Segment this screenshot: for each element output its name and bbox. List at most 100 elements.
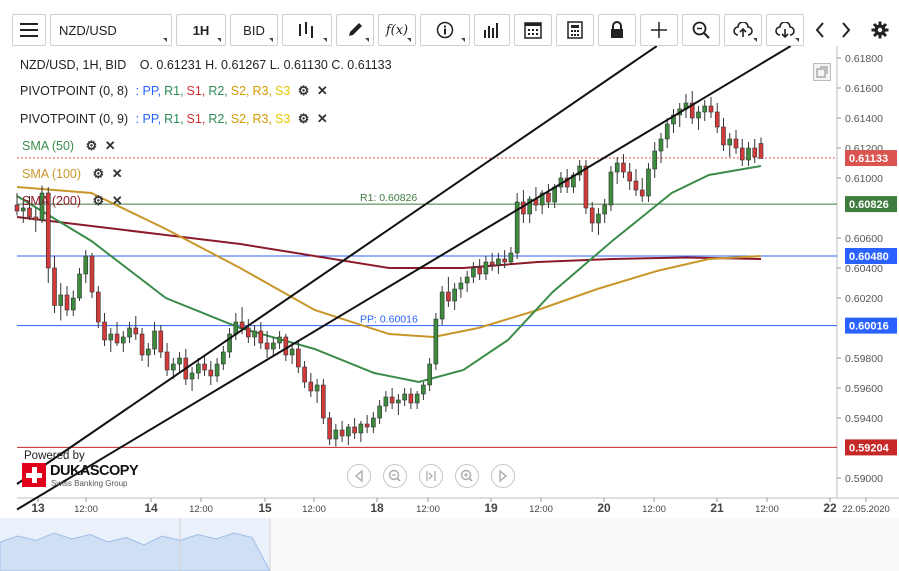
trend-channel-line (16, 46, 658, 485)
menu-button[interactable] (12, 14, 46, 46)
nav-zoom-in-button[interactable] (455, 464, 479, 488)
upload-button[interactable] (724, 14, 762, 46)
candle-body (614, 162, 620, 173)
info-button[interactable] (420, 14, 470, 46)
sma-100-gear-icon[interactable]: ⚙ (92, 166, 105, 181)
nav-back-button[interactable] (347, 464, 371, 488)
candle-body (89, 255, 95, 293)
toolbar: NZD/USD 1H BID f(x) (0, 0, 899, 46)
candle-body (721, 126, 726, 146)
x-tick-label: 12:00 (529, 504, 553, 515)
candle-body (758, 143, 764, 159)
pivot-1-gear-icon[interactable]: ⚙ (297, 83, 310, 98)
pivot-level-label: R3, (252, 84, 272, 98)
chevron-down-icon (163, 38, 167, 42)
lock-icon (611, 21, 623, 38)
legend-sma-200: SMA (200) ⚙ ✕ (22, 193, 123, 209)
y-tick-label: 0.59000 (845, 473, 883, 485)
pivot-1-close-icon[interactable]: ✕ (316, 83, 328, 98)
legend-header: NZD/USD, 1H, BID O. 0.61231 H. 0.61267 L… (20, 58, 392, 72)
candle-body (33, 216, 39, 221)
pivot-level-label: PP: 0.60016 (360, 314, 418, 326)
pivot-1-levels: : PP, R1, S1, R2, S2, R3, S3 (132, 84, 291, 98)
candle-body (196, 363, 201, 374)
price-chart[interactable]: 0.618000.616000.614000.612000.610000.606… (0, 46, 899, 571)
sma-50-gear-icon[interactable]: ⚙ (85, 138, 98, 153)
indicators-button[interactable]: f(x) (378, 14, 416, 46)
navigator-area (0, 532, 271, 571)
calendar-icon (524, 22, 542, 39)
sma-200-gear-icon[interactable]: ⚙ (92, 193, 105, 208)
nav-reset-button[interactable] (419, 464, 443, 488)
sma-100-close-icon[interactable]: ✕ (111, 166, 123, 181)
candle-body (752, 147, 758, 158)
crosshair-button[interactable] (640, 14, 678, 46)
pivot-2-gear-icon[interactable]: ⚙ (297, 111, 310, 126)
candle-body (133, 327, 139, 335)
last-price-tag-background (845, 150, 897, 167)
logo-name: DUKASCOPY (50, 463, 139, 479)
candle-body (477, 267, 482, 275)
legend-sma-100: SMA (100) ⚙ ✕ (22, 166, 123, 182)
candle-body (77, 273, 82, 299)
candle-body (502, 258, 507, 263)
timeframe-selector[interactable]: 1H (176, 14, 226, 46)
legend-ohlc: O. 0.61231 H. 0.61267 L. 0.61130 C. 0.61… (139, 58, 392, 72)
chevron-down-icon (795, 38, 799, 42)
zoom-in-icon (460, 469, 473, 482)
settings-button[interactable] (866, 14, 894, 46)
candle-body (739, 147, 745, 161)
pivot-2-close-icon[interactable]: ✕ (316, 111, 328, 126)
download-button[interactable] (766, 14, 804, 46)
pivot-level-label: R1: 0.60826 (360, 192, 417, 204)
candle-body (458, 282, 464, 290)
calendar-button[interactable] (514, 14, 552, 46)
lock-button[interactable] (598, 14, 636, 46)
volume-button[interactable] (474, 14, 510, 46)
x-tick-label: 15 (258, 501, 272, 515)
chevron-down-icon (323, 38, 327, 42)
chevron-down-icon (217, 38, 221, 42)
draw-button[interactable] (336, 14, 374, 46)
scroll-forward-button[interactable] (834, 14, 858, 46)
zoom-button[interactable] (682, 14, 720, 46)
chart-area[interactable]: 0.61800 0.61600 0.61400 0.61200 0.61000 0.606… (0, 46, 899, 571)
timeframe-label: 1H (192, 22, 210, 38)
x-tick-label: 18 (370, 501, 384, 515)
gear-icon (871, 21, 889, 39)
candle-body (45, 192, 51, 269)
price-tag-background (845, 196, 897, 213)
scroll-back-button[interactable] (808, 14, 832, 46)
y-tick-label: 0.61600 (845, 83, 883, 95)
sma-50-line (16, 165, 762, 384)
sma-50-close-icon[interactable]: ✕ (104, 138, 116, 153)
side-selector[interactable]: BID (230, 14, 278, 46)
candle-body (171, 363, 176, 371)
nav-zoom-out-button[interactable] (383, 464, 407, 488)
calculator-button[interactable] (556, 14, 594, 46)
sma-200-close-icon[interactable]: ✕ (111, 193, 123, 208)
x-tick-label: 12:00 (189, 504, 213, 515)
dukascopy-logo: DUKASCOPY Swiss Banking Group (22, 463, 142, 489)
candle-body (439, 291, 445, 320)
sma-50-label: SMA (50) (22, 139, 75, 153)
candle-body (258, 330, 264, 344)
candle-body (602, 204, 607, 215)
candle-body (471, 267, 476, 278)
nav-forward-button[interactable] (491, 464, 515, 488)
candle-body (302, 366, 307, 383)
pivot-2-levels: : PP, R1, S1, R2, S2, R3, S3 (132, 112, 291, 126)
candle-body (64, 294, 70, 311)
candle-body (671, 114, 676, 125)
x-tick-label: 21 (710, 501, 724, 515)
crosshair-icon (651, 22, 667, 38)
bar-type-button[interactable] (282, 14, 332, 46)
symbol-selector[interactable]: NZD/USD (50, 14, 172, 46)
expand-button[interactable] (813, 63, 831, 81)
candle-body (496, 258, 501, 266)
candle-body (633, 180, 639, 191)
triangle-right-icon (499, 469, 508, 483)
candle-body (652, 150, 658, 170)
candle-body (639, 189, 645, 197)
chevron-down-icon (269, 38, 273, 42)
